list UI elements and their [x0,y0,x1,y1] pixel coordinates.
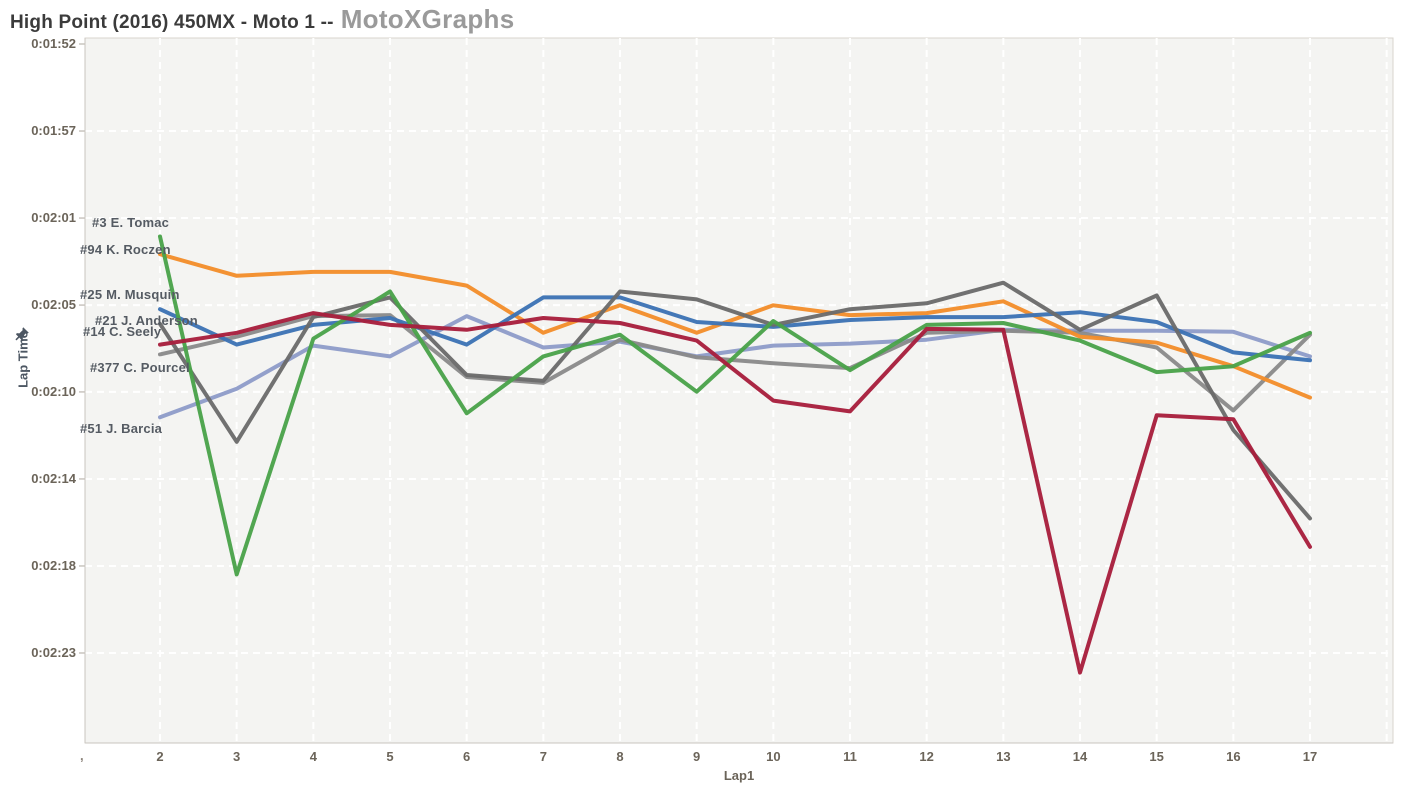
y-axis-tick-label: 0:01:52 [31,36,76,51]
x-axis-tick-label: 10 [766,749,781,764]
x-axis-tick-label: 2 [156,749,164,764]
x-axis-tick-label: 8 [616,749,624,764]
x-axis-tick-label: 9 [693,749,701,764]
y-axis-title: Lap Time [15,331,31,388]
plot-area [84,37,1394,744]
x-axis-tick-label: 7 [539,749,547,764]
x-axis-clipped-first-tick: , [80,748,84,763]
rider-label-barcia[interactable]: #51 J. Barcia [80,421,163,437]
series-line-roczen[interactable] [158,252,1312,400]
x-axis-tick-label: 3 [233,749,241,764]
rider-label-musquin[interactable]: #25 M. Musquin [80,287,180,303]
page-title: High Point (2016) 450MX - Moto 1 -- Moto… [10,4,514,35]
x-axis-tick-label: 13 [996,749,1011,764]
rider-label-anderson[interactable]: #21 J. Anderson [95,312,198,328]
x-axis-tick-label: 5 [386,749,394,764]
race-title: High Point (2016) 450MX - Moto 1 -- [10,12,334,33]
series-line-tomac[interactable] [158,234,1312,577]
y-axis-tick-label: 0:02:05 [31,297,76,313]
x-axis-tick-label: 15 [1149,749,1164,764]
y-axis-tick-label: 0:02:18 [31,557,76,573]
x-axis-tick-label: 17 [1302,749,1318,764]
series-line-anderson[interactable] [158,280,1312,521]
rider-label-pourcel[interactable]: #377 C. Pourcel [90,360,190,376]
y-axis-tick-label: 0:02:23 [31,644,76,660]
series-line-barcia[interactable] [158,314,1312,420]
x-axis-tick-label: 6 [463,749,471,764]
x-axis-tick-label: 16 [1226,749,1241,764]
rider-label-tomac[interactable]: #3 E. Tomac [92,214,170,230]
x-axis-tick-label: 4 [309,749,317,764]
y-axis-tick-label: 0:01:57 [31,123,76,139]
x-axis-title: Lap1 [723,768,755,783]
x-axis-tick-label: 14 [1072,749,1088,764]
series-line-seely[interactable] [158,311,1312,675]
y-axis-tick-label: 0:02:10 [31,383,76,399]
x-axis-tick-label: 12 [919,749,934,764]
y-axis-tick-label: 0:02:01 [31,210,76,226]
rider-label-roczen[interactable]: #94 K. Roczen [80,242,171,258]
brand-logo-text: MotoXGraphs [340,4,515,34]
x-axis-tick-label: 11 [843,749,857,764]
series-line-musquin[interactable] [158,295,1312,363]
pin-icon [15,327,29,341]
rider-label-seely[interactable]: #14 C. Seely [83,323,162,339]
y-axis-tick-label: 0:02:14 [31,470,76,486]
